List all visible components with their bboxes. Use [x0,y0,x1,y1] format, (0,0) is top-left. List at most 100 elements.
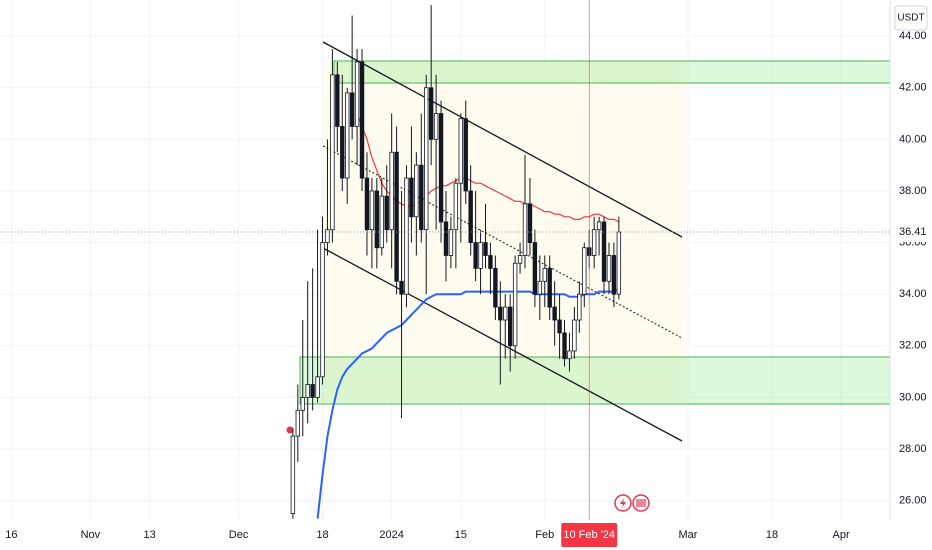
candle-body [325,229,330,243]
candle-body [473,242,478,269]
candle-body [384,195,389,231]
candle-body [409,177,414,218]
x-tick-label: Nov [81,529,101,541]
currency-label: USDT [897,13,924,24]
candle-body [305,384,310,398]
candle-body [374,190,380,249]
y-tick-label: 44.00 [899,30,927,42]
candle-body [354,61,360,127]
candle-body [300,397,305,411]
last-price-label: 36.41 [899,226,927,238]
candle-body [557,319,562,334]
y-tick-label: 38.00 [899,185,927,197]
time-axis [0,520,932,550]
candle-body [404,177,409,295]
candle-body [315,376,320,398]
candle-body [483,242,488,256]
flag-glyph [636,499,646,507]
x-tick-label: Apr [833,529,850,541]
lightning-glyph [620,498,626,508]
candle-body [493,267,498,308]
candle-body [419,164,424,231]
y-tick-label: 30.00 [899,391,927,403]
candle-body [562,332,567,360]
candle-body [532,242,538,295]
candle-body [438,113,444,223]
candle-body [547,267,552,308]
candle-body [503,306,508,321]
channel-upper [322,41,683,238]
plot [0,0,890,520]
indicator-line [356,113,620,223]
channel-lower [322,247,683,442]
support-zone [299,356,891,405]
candle-body [507,306,513,347]
candle-body [463,118,468,192]
x-tick-label: Mar [679,529,698,541]
x-tick-label: Feb [535,529,554,541]
y-tick-label: 42.00 [899,82,927,94]
candle-body [522,203,528,256]
candle-body [488,255,493,269]
candle-body [340,126,345,179]
candle-body [349,92,355,127]
y-tick-label: 28.00 [899,443,927,455]
candle-body [433,113,439,140]
candle-body [512,262,518,347]
candle-body [394,151,399,282]
candle-body [443,221,449,256]
x-tick-label: 18 [766,529,778,541]
crosshair-label: 10 Feb '24 [563,529,615,541]
candle-body [389,151,394,231]
candle-body [345,92,350,179]
candle-body [478,242,483,269]
candle-body [591,229,597,256]
currency-box [894,5,928,31]
last-price-box [891,222,932,242]
event-marker [286,426,294,434]
x-tick-label: Dec [229,529,249,541]
candle-body [320,242,325,378]
candle-body [453,182,459,231]
candle-body [606,255,612,282]
candle-body [537,280,543,295]
candle-body [582,247,587,295]
axes: 44.0042.0040.0038.0036.0034.0032.0030.00… [5,30,932,547]
price-axis [890,0,932,550]
candle-body [567,350,572,360]
candle-body [458,118,464,184]
candle-body [468,190,473,243]
indicator-line [316,288,620,519]
x-tick-label: 15 [455,529,467,541]
crosshair-box [561,523,618,547]
x-tick-label: 13 [144,529,156,541]
candle-body [542,267,547,282]
candle-body [428,87,434,140]
candle-body [359,61,365,179]
candle-body [448,229,454,256]
resistance-zone [333,60,891,84]
candle-body [369,190,375,231]
candle-body [517,255,523,264]
event-icons [614,494,650,512]
candle-body [379,195,384,249]
y-tick-label: 40.00 [899,133,927,145]
x-tick-label: 2024 [379,529,403,541]
y-tick-label: 34.00 [899,288,927,300]
candle-body [527,203,533,243]
candle-body [572,319,577,352]
candle-body [616,231,622,295]
candle-body [596,221,602,231]
candle-body [552,306,557,321]
candle-body [335,74,340,127]
candle-body [295,409,301,437]
x-tick-label: 18 [316,529,328,541]
candle-body [414,164,419,218]
x-tick-label: 16 [5,529,17,541]
candle-body [577,293,582,321]
candle-body [399,280,404,295]
candle-body [364,177,370,231]
y-tick-label: 32.00 [899,340,927,352]
y-tick-label: 26.00 [899,495,927,507]
